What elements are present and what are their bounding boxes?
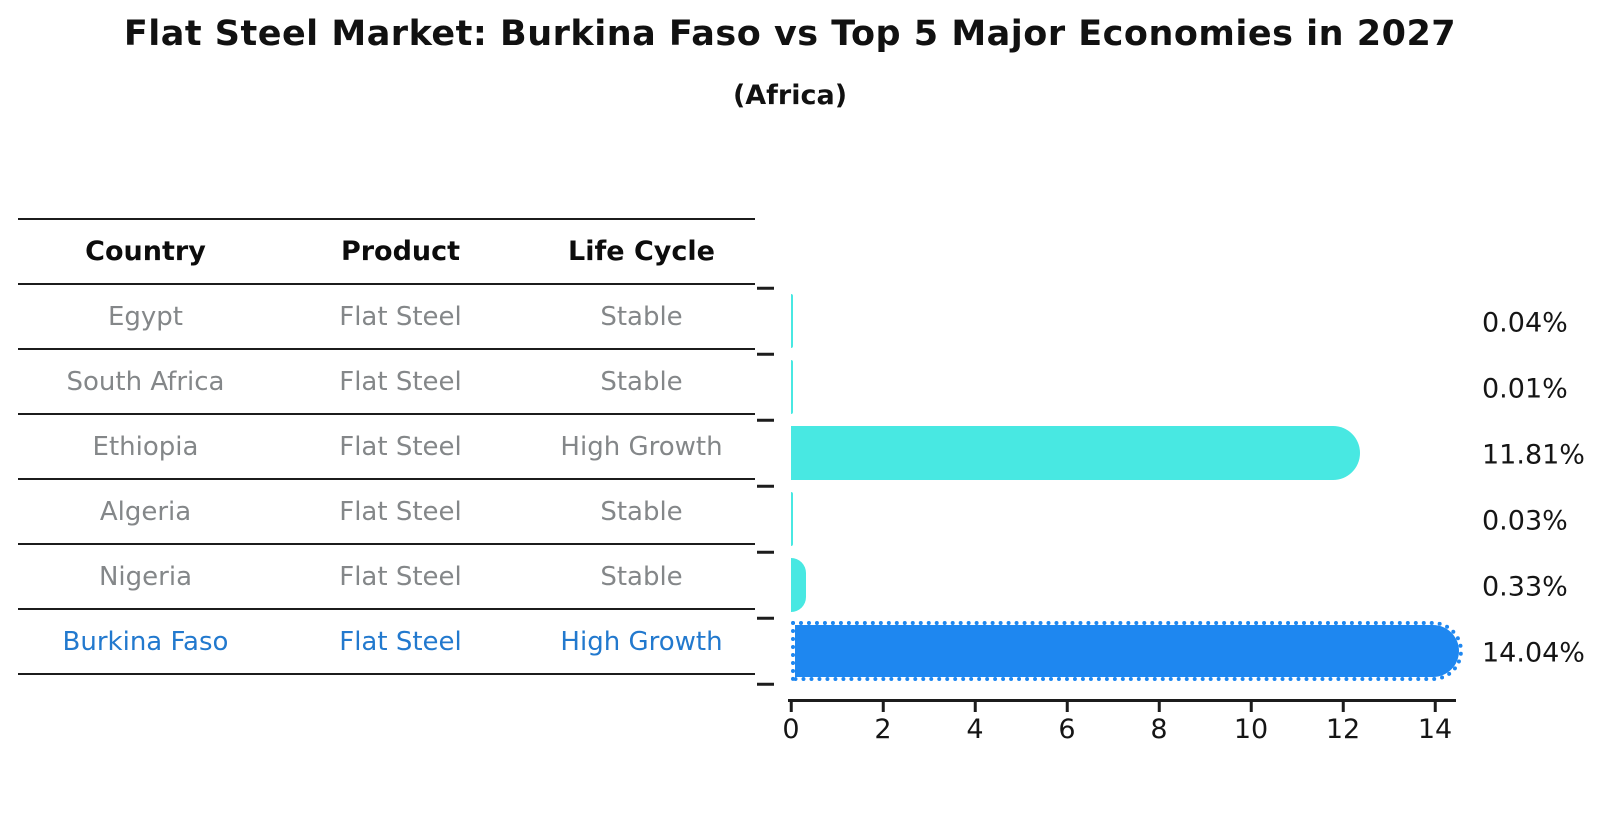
x-tick-label: 6 — [1058, 714, 1076, 745]
country-table: Country Product Life Cycle Egypt Flat Ste… — [18, 218, 755, 675]
y-tick-mark — [757, 484, 774, 488]
chart-subtitle: (Africa) — [732, 80, 848, 111]
header-product: Product — [340, 236, 461, 267]
x-tick-label: 0 — [782, 714, 800, 745]
x-tick-label: 14 — [1417, 714, 1453, 745]
cell-product: Flat Steel — [339, 496, 462, 527]
x-tick-label: 8 — [1150, 714, 1168, 745]
table-row: South Africa Flat Steel Stable — [18, 348, 755, 413]
x-tick-label: 10 — [1233, 714, 1269, 745]
y-tick-mark — [757, 550, 774, 554]
y-tick-mark — [757, 352, 774, 356]
bar-value-label: 0.04% — [1482, 307, 1568, 339]
table-body: Egypt Flat Steel Stable South Africa Flat St… — [18, 283, 755, 673]
cell-product: Flat Steel — [339, 626, 462, 657]
cell-product: Flat Steel — [339, 561, 462, 592]
cell-life-cycle: Stable — [600, 496, 683, 527]
x-tick-mark — [1065, 701, 1069, 712]
bar-egypt — [791, 294, 793, 348]
cell-country: Egypt — [107, 301, 184, 332]
x-tick-mark — [1433, 701, 1437, 712]
bar-value-label: 0.03% — [1482, 505, 1568, 537]
table-row: Nigeria Flat Steel Stable — [18, 543, 755, 608]
bar-ethiopia — [791, 426, 1361, 480]
bar-south-africa — [791, 360, 793, 414]
y-tick-mark — [757, 616, 774, 620]
table-row: Algeria Flat Steel Stable — [18, 478, 755, 543]
y-tick-mark — [757, 682, 774, 686]
header-life-cycle: Life Cycle — [568, 236, 715, 267]
bar-value-label: 11.81% — [1482, 439, 1585, 471]
cell-life-cycle: High Growth — [560, 626, 723, 657]
bar-value-label: 14.04% — [1482, 637, 1585, 669]
cell-life-cycle: Stable — [600, 301, 683, 332]
x-tick-mark — [1249, 701, 1253, 712]
bar-value-label: 0.01% — [1482, 373, 1568, 405]
cell-life-cycle: High Growth — [560, 431, 723, 462]
x-tick-label: 4 — [966, 714, 984, 745]
table-row: Egypt Flat Steel Stable — [18, 283, 755, 348]
table-header-row: Country Product Life Cycle — [18, 218, 755, 283]
chart-title: Flat Steel Market: Burkina Faso vs Top 5… — [123, 14, 1457, 54]
table-row: Burkina Faso Flat Steel High Growth — [18, 608, 755, 673]
x-tick-mark — [1157, 701, 1161, 712]
cell-life-cycle: Stable — [600, 561, 683, 592]
y-tick-mark — [757, 286, 774, 290]
x-tick-mark — [973, 701, 977, 712]
cell-life-cycle: Stable — [600, 366, 683, 397]
x-tick-mark — [789, 701, 793, 712]
y-tick-mark — [757, 418, 774, 422]
bar-nigeria — [791, 558, 807, 612]
cell-country: Nigeria — [98, 561, 193, 592]
cell-country: Algeria — [99, 496, 192, 527]
table-row: Ethiopia Flat Steel High Growth — [18, 413, 755, 478]
bar-value-label: 0.33% — [1482, 571, 1568, 603]
bar-algeria — [791, 492, 793, 546]
cell-product: Flat Steel — [339, 301, 462, 332]
x-tick-label: 12 — [1325, 714, 1361, 745]
x-tick-mark — [1341, 701, 1345, 712]
cell-country: Ethiopia — [92, 431, 199, 462]
cell-product: Flat Steel — [339, 431, 462, 462]
bar-burkina-faso — [791, 621, 1463, 681]
x-tick-label: 2 — [874, 714, 892, 745]
cell-country: South Africa — [66, 366, 225, 397]
cell-product: Flat Steel — [339, 366, 462, 397]
cell-country: Burkina Faso — [62, 626, 229, 657]
header-country: Country — [85, 236, 206, 267]
x-axis-line — [788, 699, 1456, 702]
x-tick-mark — [881, 701, 885, 712]
